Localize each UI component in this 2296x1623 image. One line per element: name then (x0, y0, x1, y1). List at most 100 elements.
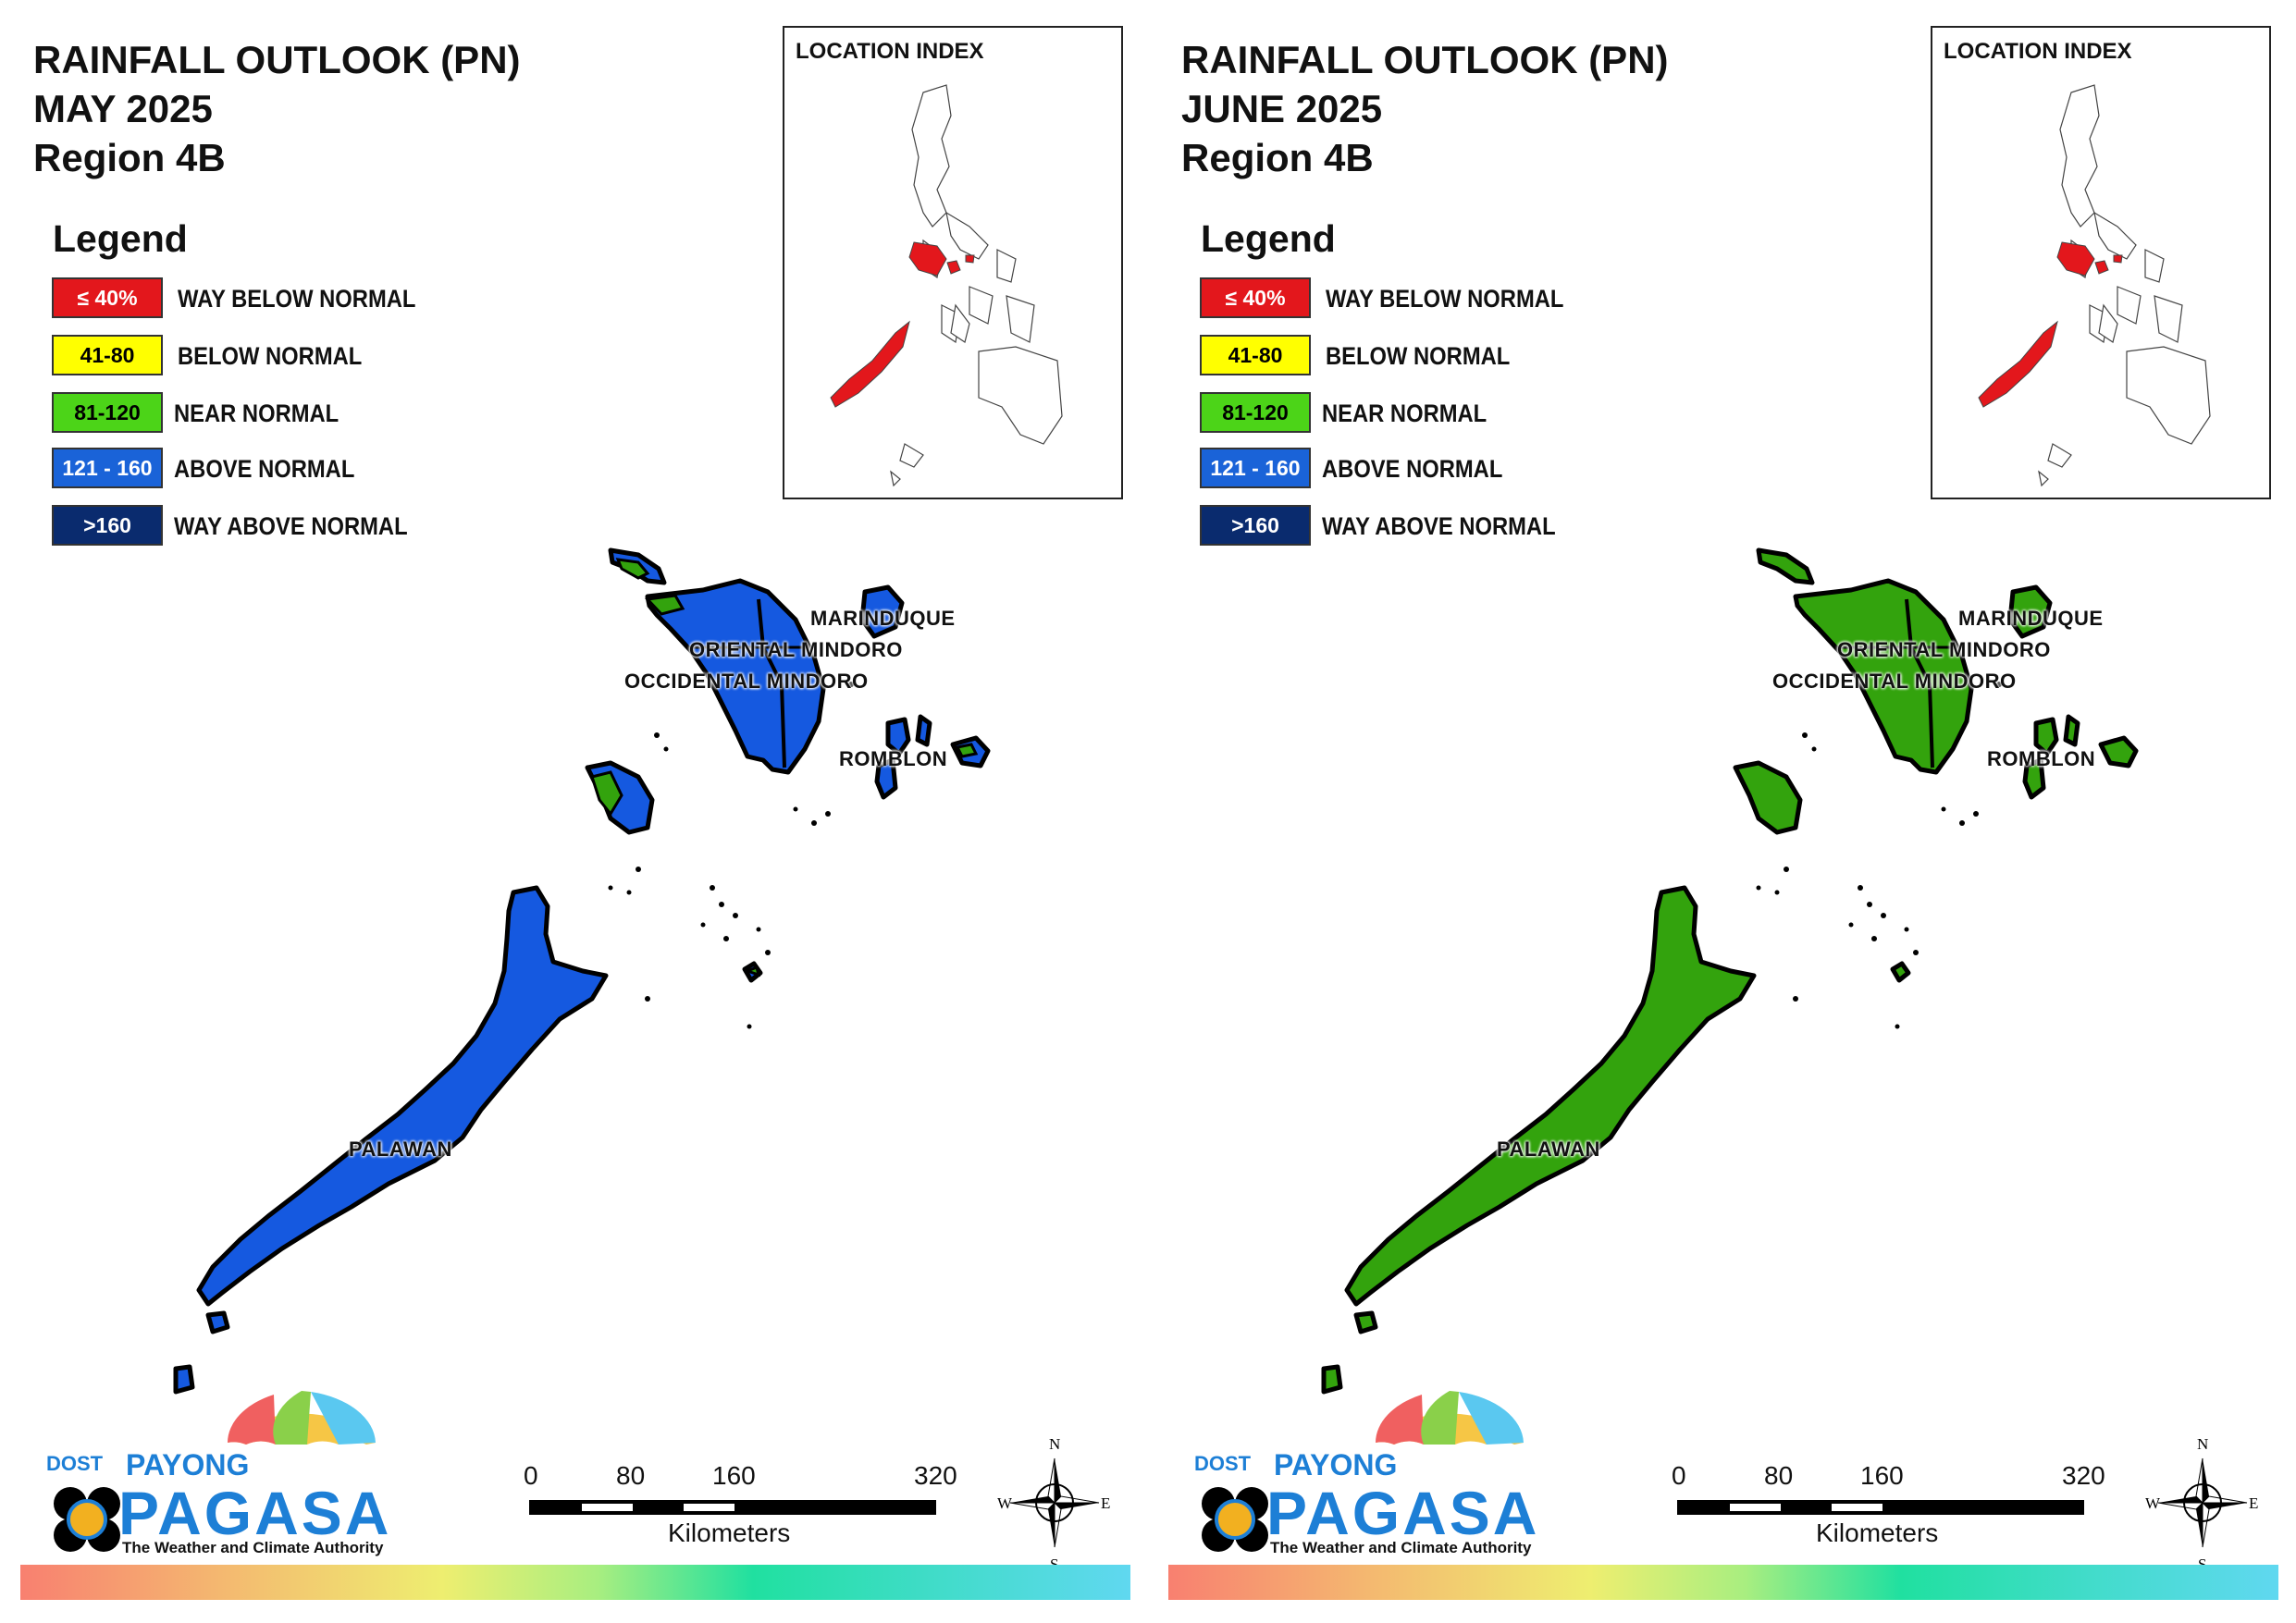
compass-rose-icon (2157, 1457, 2248, 1548)
footer-gradient-bar (20, 1565, 1130, 1600)
legend-label: WAY BELOW NORMAL (178, 285, 416, 313)
legend-swatch: 81-120 (1200, 392, 1311, 433)
legend-row-way-above: >160 WAY ABOVE NORMAL (52, 505, 607, 549)
legend-label: WAY BELOW NORMAL (1326, 285, 1564, 313)
legend-swatch: 121 - 160 (52, 448, 163, 488)
legend-row-near: 81-120 NEAR NORMAL (1200, 392, 1755, 436)
logo-tagline: The Weather and Climate Authority (122, 1539, 384, 1556)
footer-gradient-bar (1168, 1565, 2278, 1600)
month-line: MAY 2025 (33, 87, 213, 130)
pagasa-logo: DOST PAYONG PAGASA The Weather and Clima… (1181, 1387, 1551, 1563)
region-line: Region 4B (33, 136, 226, 179)
legend-label: WAY ABOVE NORMAL (174, 512, 408, 540)
legend-heading: Legend (1201, 217, 1336, 260)
compass-s: S (1050, 1555, 1058, 1574)
logo-graphic (1202, 1391, 1524, 1552)
legend-label: ABOVE NORMAL (174, 455, 355, 483)
region-line: Region 4B (1181, 136, 1374, 179)
scale-seg (582, 1504, 633, 1511)
compass-n: N (1049, 1435, 1061, 1453)
legend-row-way-below: ≤ 40% WAY BELOW NORMAL (52, 277, 607, 322)
scale-bar-graphic (529, 1500, 936, 1515)
scale-tick: 320 (2062, 1461, 2105, 1490)
scale-tick: 80 (1764, 1461, 1794, 1490)
compass-s: S (2198, 1555, 2206, 1574)
map-title: RAINFALL OUTLOOK (PN) MAY 2025 Region 4B (33, 35, 521, 182)
pagasa-logo: DOST PAYONG PAGASA The Weather and Clima… (33, 1387, 403, 1563)
legend-row-way-below: ≤ 40% WAY BELOW NORMAL (1200, 277, 1755, 322)
title-line: RAINFALL OUTLOOK (PN) (33, 38, 521, 81)
legend-heading: Legend (53, 217, 188, 260)
logo-tagline: The Weather and Climate Authority (1270, 1539, 1532, 1556)
compass-w: W (997, 1494, 1013, 1512)
province-label: PALAWAN (1497, 1137, 1600, 1161)
logo-dost: DOST (1194, 1452, 1252, 1475)
compass-n: N (2197, 1435, 2209, 1453)
logo-pagasa: PAGASA (118, 1479, 392, 1547)
scale-unit: Kilometers (1816, 1518, 1939, 1547)
location-index-inset: LOCATION INDEX (783, 26, 1123, 499)
philippines-inset-map (1978, 84, 2211, 487)
scale-tick: 160 (712, 1461, 756, 1490)
legend-swatch: ≤ 40% (52, 277, 163, 318)
scale-tick: 0 (524, 1461, 538, 1490)
legend-label: WAY ABOVE NORMAL (1322, 512, 1556, 540)
title-line: RAINFALL OUTLOOK (PN) (1181, 38, 1669, 81)
province-label: ORIENTAL MINDORO (689, 638, 903, 661)
scale-seg (1730, 1504, 1781, 1511)
legend-row-above: 121 - 160 ABOVE NORMAL (52, 448, 607, 492)
panel-june: RAINFALL OUTLOOK (PN) JUNE 2025 Region 4… (1148, 0, 2296, 1623)
legend-swatch: >160 (52, 505, 163, 546)
inset-title: LOCATION INDEX (1944, 39, 2132, 64)
province-label: MARINDUQUE (1958, 607, 2104, 630)
region-4b-map (1321, 547, 2139, 1395)
compass-w: W (2145, 1494, 2161, 1512)
legend-label: BELOW NORMAL (178, 342, 363, 370)
legend-label: BELOW NORMAL (1326, 342, 1511, 370)
logo-payong: PAYONG (1274, 1448, 1398, 1482)
legend-row-below: 41-80 BELOW NORMAL (52, 335, 607, 379)
legend-swatch: 41-80 (1200, 335, 1311, 375)
scale-tick: 160 (1860, 1461, 1904, 1490)
panel-may: RAINFALL OUTLOOK (PN) MAY 2025 Region 4B… (20, 26, 1130, 1600)
compass-e: E (1101, 1494, 1111, 1512)
philippines-inset-map (830, 84, 1063, 487)
province-label: OCCIDENTAL MINDORO (624, 670, 869, 693)
location-index-inset: LOCATION INDEX (1931, 26, 2271, 499)
scale-unit: Kilometers (668, 1518, 791, 1547)
logo-pagasa: PAGASA (1266, 1479, 1540, 1547)
scale-tick: 80 (616, 1461, 646, 1490)
north-arrow: N S W E (2145, 1435, 2259, 1573)
month-line: JUNE 2025 (1181, 87, 1383, 130)
map-title: RAINFALL OUTLOOK (PN) JUNE 2025 Region 4… (1181, 35, 1669, 182)
legend-row-near: 81-120 NEAR NORMAL (52, 392, 607, 436)
province-label: ROMBLON (1987, 747, 2096, 770)
legend-swatch: ≤ 40% (1200, 277, 1311, 318)
province-label: ROMBLON (839, 747, 948, 770)
legend-label: NEAR NORMAL (174, 400, 339, 427)
logo-graphic (54, 1391, 376, 1552)
north-arrow: N S W E (997, 1435, 1111, 1573)
province-label: PALAWAN (349, 1137, 452, 1161)
compass-rose-icon (1009, 1457, 1100, 1548)
inset-title: LOCATION INDEX (796, 39, 984, 64)
province-label: ORIENTAL MINDORO (1837, 638, 2051, 661)
province-label: MARINDUQUE (810, 607, 956, 630)
logo-dost: DOST (46, 1452, 104, 1475)
legend-row-below: 41-80 BELOW NORMAL (1200, 335, 1755, 379)
scale-seg (1832, 1504, 1882, 1511)
compass-e: E (2249, 1494, 2259, 1512)
legend-row-way-above: >160 WAY ABOVE NORMAL (1200, 505, 1755, 549)
scale-seg (684, 1504, 734, 1511)
legend-label: NEAR NORMAL (1322, 400, 1487, 427)
scale-tick: 320 (914, 1461, 957, 1490)
province-label: OCCIDENTAL MINDORO (1772, 670, 2017, 693)
scale-tick: 0 (1672, 1461, 1686, 1490)
legend-swatch: 41-80 (52, 335, 163, 375)
legend-row-above: 121 - 160 ABOVE NORMAL (1200, 448, 1755, 492)
region-4b-map (173, 547, 991, 1395)
scale-bar-graphic (1677, 1500, 2084, 1515)
logo-payong: PAYONG (126, 1448, 250, 1482)
legend-swatch: 121 - 160 (1200, 448, 1311, 488)
legend-swatch: >160 (1200, 505, 1311, 546)
